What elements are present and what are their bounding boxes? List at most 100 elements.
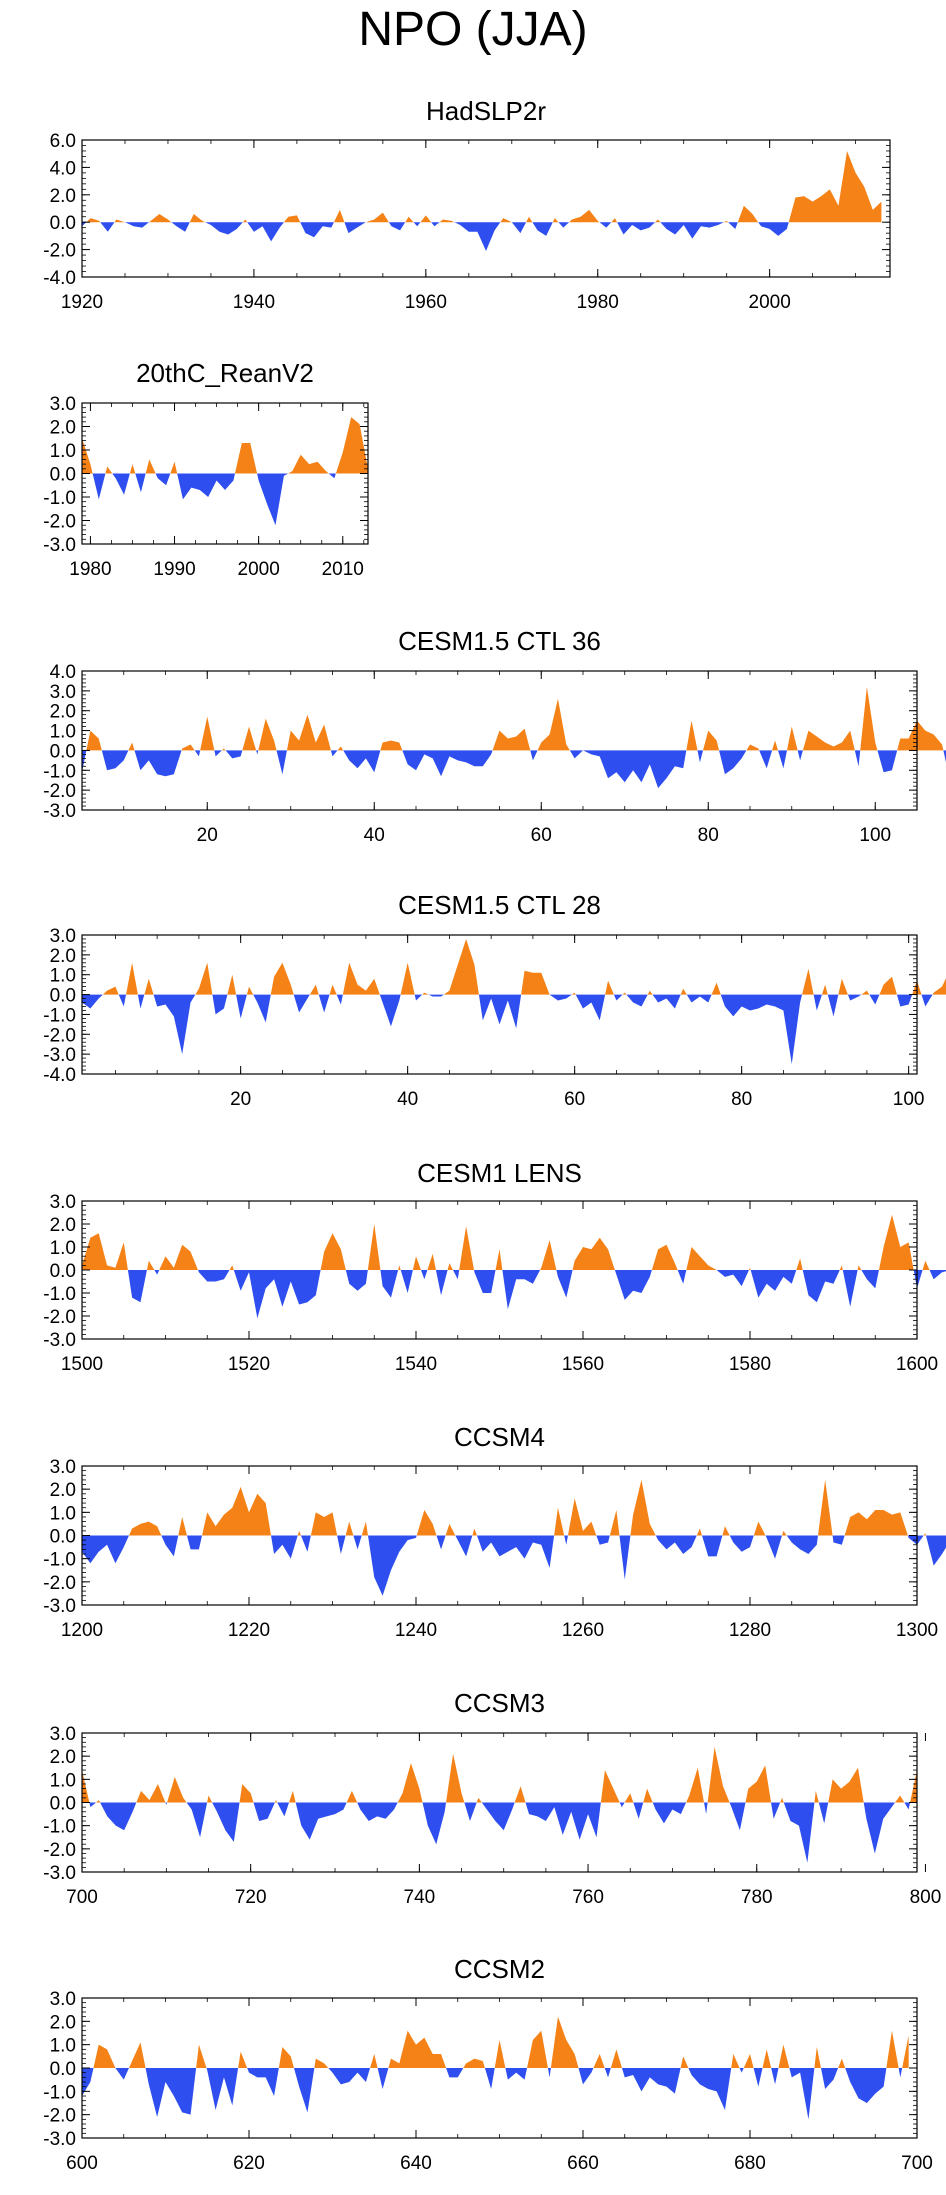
y-tick-label: -3.0: [43, 1330, 76, 1351]
y-tick-label: -1.0: [43, 2082, 76, 2103]
y-tick-label: 1.0: [50, 1238, 76, 1259]
y-tick-label: 2.0: [50, 702, 76, 723]
panel-title: CCSM4: [454, 1422, 545, 1452]
x-tick-label: 1980: [577, 292, 619, 313]
x-tick-label: 1300: [896, 1620, 938, 1641]
negative-anomaly-area: [82, 994, 946, 1065]
y-tick-label: -2.0: [43, 1840, 76, 1861]
x-tick-label: 1600: [896, 1354, 938, 1375]
x-tick-label: 620: [233, 2153, 265, 2174]
y-tick-label: -3.0: [43, 1863, 76, 1884]
y-tick-label: -3.0: [43, 535, 76, 556]
panel-title: HadSLP2r: [426, 96, 546, 126]
x-tick-label: 740: [404, 1887, 436, 1908]
panel-ccsm3: CCSM3 3.02.01.0 0.0-1.0-2.0-3.0 700 720 740 76…: [43, 1688, 941, 1908]
x-tick-label: 1220: [228, 1620, 270, 1641]
negative-anomaly-area: [82, 1270, 946, 1319]
y-tick-label: 2.0: [50, 418, 76, 439]
x-tick-label: 680: [734, 2153, 766, 2174]
y-tick-label: 3.0: [50, 1457, 76, 1478]
y-tick-label: 2.0: [50, 946, 76, 967]
x-tick-label: 1920: [61, 292, 103, 313]
positive-anomaly-area: [82, 1479, 946, 1536]
x-tick-label: 40: [364, 825, 385, 846]
y-tick-label: 3.0: [50, 1192, 76, 1213]
positive-anomaly-area: [82, 1746, 917, 1803]
positive-anomaly-area: [82, 1214, 946, 1270]
x-tick-label: 40: [397, 1089, 418, 1110]
x-tick-label: 2000: [238, 559, 280, 580]
y-tick-label: 2.0: [50, 1480, 76, 1501]
x-tick-label: 2000: [749, 292, 791, 313]
y-tick-label: -2.0: [43, 781, 76, 802]
y-tick-label: 0.0: [50, 465, 76, 486]
x-tick-label: 100: [893, 1089, 925, 1110]
y-tick-label: -2.0: [43, 1025, 76, 1046]
plot-frame: [81, 139, 891, 278]
x-tick-label: 760: [572, 1887, 604, 1908]
x-tick-label: 1260: [562, 1620, 604, 1641]
y-tick-label: -3.0: [43, 2129, 76, 2150]
y-tick-label: -1.0: [43, 1817, 76, 1838]
positive-anomaly-area: [82, 2016, 909, 2068]
y-tick-label: 0.0: [50, 1261, 76, 1282]
y-tick-label: 0.0: [50, 1794, 76, 1815]
x-tick-label: 1580: [729, 1354, 771, 1375]
panel-hadslp2r: HadSLP2r 6.0 4.0 2.0 0.0 -2.0 -4.0 1920 1940 1960…: [43, 96, 891, 313]
x-tick-label: 1990: [153, 559, 195, 580]
negative-anomaly-area: [82, 1802, 917, 1863]
panel-20thc-reanv2: 20thC_ReanV2 3.0 2.01.0 0.0-1.0 -2.0-3.0 1980…: [43, 358, 369, 580]
x-tick-label: 100: [859, 825, 891, 846]
y-tick-label: -2.0: [43, 1307, 76, 1328]
panel-title: 20thC_ReanV2: [136, 358, 314, 388]
y-tick-label: -4.0: [43, 1065, 76, 1086]
y-tick-label: -2.0: [43, 241, 76, 262]
figure-title: NPO (JJA): [358, 3, 588, 56]
positive-anomaly-area: [82, 938, 946, 995]
x-tick-label: 1280: [729, 1620, 771, 1641]
panel-ccsm4: CCSM4 3.02.01.0 0.0-1.0-2.0-3.0 1200 1220 124…: [43, 1422, 946, 1641]
panel-title: CESM1.5 CTL 36: [398, 626, 601, 656]
y-tick-label: 1.0: [50, 966, 76, 987]
x-tick-label: 1940: [233, 292, 275, 313]
y-tick-label: -1.0: [43, 1005, 76, 1026]
y-tick-label: 0.0: [50, 986, 76, 1007]
x-tick-label: 20: [230, 1089, 251, 1110]
negative-anomaly-area: [82, 1535, 946, 1596]
positive-anomaly-area: [82, 150, 882, 223]
negative-anomaly-area: [82, 2068, 909, 2120]
x-tick-label: 1240: [395, 1620, 437, 1641]
y-tick-label: -1.0: [43, 1284, 76, 1305]
y-tick-label: 1.0: [50, 441, 76, 462]
x-tick-label: 1200: [61, 1620, 103, 1641]
x-tick-label: 660: [567, 2153, 599, 2174]
x-tick-label: 1540: [395, 1354, 437, 1375]
x-tick-label: 1500: [61, 1354, 103, 1375]
y-tick-label: 3.0: [50, 1989, 76, 2010]
y-tick-label: 1.0: [50, 1503, 76, 1524]
y-tick-label: 1.0: [50, 2036, 76, 2057]
panel-title: CESM1 LENS: [417, 1158, 582, 1188]
y-tick-label: 2.0: [50, 1215, 76, 1236]
y-tick-label: 0.0: [50, 741, 76, 762]
panel-ccsm2: CCSM2 3.02.0 1.00.0-1.0 -2.0-3.0 600 620 640 66…: [43, 1954, 933, 2174]
x-tick-label: 700: [901, 2153, 933, 2174]
y-tick-label: -3.0: [43, 1045, 76, 1066]
panel-title: CESM1.5 CTL 28: [398, 890, 601, 920]
positive-anomaly-area: [82, 417, 368, 474]
x-tick-label: 780: [741, 1887, 773, 1908]
x-tick-label: 2010: [322, 559, 364, 580]
y-tick-label: 2.0: [50, 2012, 76, 2033]
x-tick-label: 1520: [228, 1354, 270, 1375]
y-tick-label: -3.0: [43, 1596, 76, 1617]
panel-cesm1-lens: CESM1 LENS 3.02.01.00.0-1.0-2.0-3.0 1500 15…: [43, 1158, 946, 1375]
x-tick-label: 20: [197, 825, 218, 846]
panel-title: CCSM2: [454, 1954, 545, 1984]
y-tick-label: 1.0: [50, 722, 76, 743]
y-tick-label: 3.0: [50, 926, 76, 947]
y-tick-label: 2.0: [50, 186, 76, 207]
y-tick-label: 6.0: [50, 131, 76, 152]
y-tick-label: 3.0: [50, 394, 76, 415]
plot-frame: [81, 934, 918, 1075]
